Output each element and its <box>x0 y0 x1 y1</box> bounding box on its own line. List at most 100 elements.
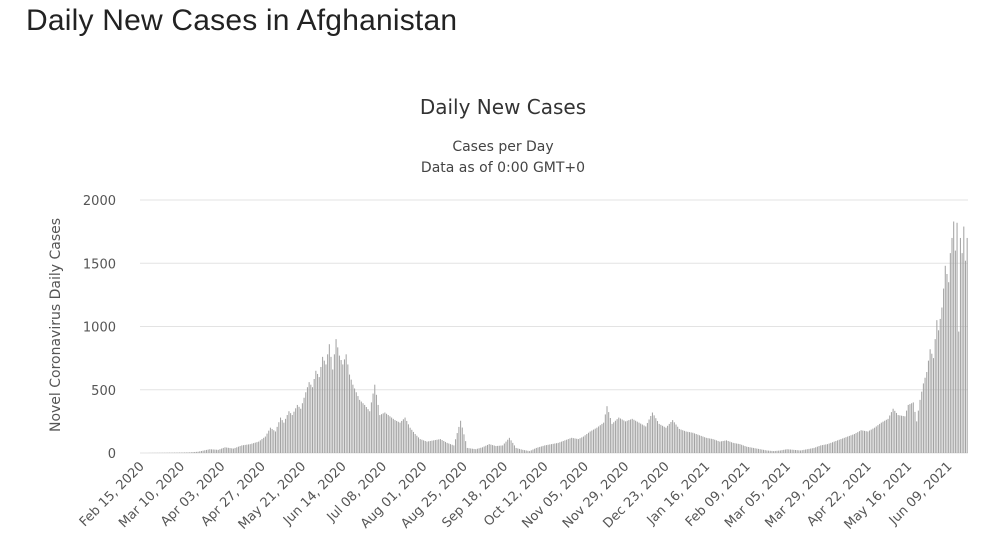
bar <box>860 430 862 453</box>
bar <box>768 450 770 453</box>
bar <box>892 408 894 453</box>
bar <box>680 429 682 453</box>
bar <box>919 399 921 453</box>
bar <box>704 437 706 453</box>
bar <box>943 288 945 453</box>
y-axis-title: Novel Coronavirus Daily Cases <box>48 218 64 432</box>
bar <box>732 442 734 453</box>
bar <box>709 438 711 453</box>
bar <box>271 428 273 453</box>
bar <box>431 440 433 453</box>
bar <box>631 418 633 453</box>
bar <box>924 377 926 453</box>
bar <box>850 435 852 453</box>
bar <box>480 447 482 453</box>
bar <box>306 387 308 453</box>
bar <box>830 442 832 453</box>
bar <box>720 441 722 453</box>
chart-subtitle-line-1: Cases per Day <box>452 139 553 155</box>
bar <box>744 446 746 453</box>
bar <box>394 420 396 453</box>
y-tick-labels: 0 500 1000 1500 2000 <box>83 194 116 462</box>
bar <box>672 420 674 453</box>
bar <box>926 372 928 453</box>
bar <box>515 447 517 453</box>
bar <box>677 426 679 453</box>
bar <box>397 421 399 453</box>
bar <box>407 424 409 453</box>
bar <box>550 444 552 453</box>
bar <box>683 430 685 453</box>
bar <box>771 450 773 453</box>
bar <box>668 423 670 453</box>
bar <box>633 419 635 453</box>
bar <box>451 444 453 453</box>
bar <box>258 441 260 453</box>
bar <box>285 418 287 453</box>
bar <box>251 443 253 453</box>
bar <box>596 427 598 453</box>
bar <box>530 450 532 453</box>
bar <box>927 360 929 453</box>
bar <box>832 442 834 453</box>
bar <box>434 440 436 453</box>
bar <box>293 411 295 453</box>
bar <box>589 431 591 453</box>
bar <box>537 447 539 453</box>
bar <box>261 439 263 453</box>
bar <box>219 449 221 453</box>
bar <box>335 339 337 453</box>
bar <box>705 437 707 453</box>
bar <box>416 435 418 453</box>
bar <box>332 369 334 453</box>
bar <box>266 433 268 453</box>
bar <box>917 410 919 453</box>
bar <box>717 440 719 453</box>
bar <box>190 452 192 453</box>
bar <box>712 439 714 453</box>
bar <box>848 435 850 453</box>
bar <box>349 374 351 453</box>
bar <box>855 433 857 453</box>
bar <box>311 387 314 453</box>
bar <box>593 429 595 453</box>
bar <box>663 426 665 453</box>
bar <box>355 392 357 453</box>
bar <box>731 442 733 453</box>
bar <box>423 440 425 453</box>
bar <box>936 320 938 453</box>
bar <box>574 438 576 453</box>
bar <box>211 449 213 453</box>
bar <box>769 450 771 453</box>
bar <box>815 447 817 453</box>
bar <box>185 452 187 453</box>
bar <box>227 447 229 453</box>
bar <box>598 426 600 453</box>
bar <box>409 427 411 453</box>
bar <box>433 440 435 453</box>
bar <box>539 446 541 453</box>
bar <box>274 431 276 453</box>
bar <box>591 430 593 453</box>
bar <box>249 444 251 453</box>
bar <box>852 434 854 453</box>
bar <box>325 364 327 453</box>
bar <box>643 425 645 453</box>
bar <box>828 443 830 453</box>
bar <box>473 448 475 453</box>
bar <box>256 442 258 453</box>
bar <box>232 448 234 453</box>
bar <box>872 428 874 453</box>
bar <box>874 427 876 453</box>
bar <box>803 449 805 453</box>
bar <box>951 237 953 453</box>
bar <box>475 449 477 453</box>
bar <box>231 448 233 453</box>
bar <box>941 307 943 453</box>
bar <box>865 431 867 453</box>
bar <box>623 420 625 453</box>
bar <box>391 417 393 453</box>
bar <box>757 448 759 453</box>
bar <box>813 447 815 453</box>
bar <box>564 440 566 453</box>
